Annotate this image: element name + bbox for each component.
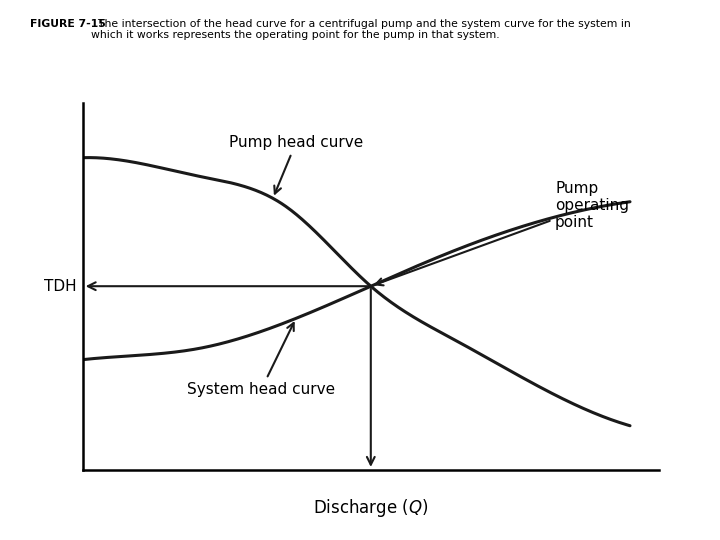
Text: TDH: TDH <box>45 279 77 294</box>
Text: Basic Environmental Technology, Sixth Edition
Jerry A. Nathanson | Richard A. Sc: Basic Environmental Technology, Sixth Ed… <box>140 499 335 519</box>
Text: Copyright © 2015 by Pearson Education, Inc
All Rights Reserved: Copyright © 2015 by Pearson Education, I… <box>418 499 605 519</box>
Text: Pump head curve: Pump head curve <box>229 136 363 194</box>
Text: Pump
operating
point: Pump operating point <box>376 180 629 285</box>
Text: FIGURE 7-15: FIGURE 7-15 <box>30 19 106 29</box>
Text: The intersection of the head curve for a centrifugal pump and the system curve f: The intersection of the head curve for a… <box>91 19 631 40</box>
Text: Discharge ($\mathit{Q}$): Discharge ($\mathit{Q}$) <box>313 497 428 519</box>
Text: System head curve: System head curve <box>187 323 336 397</box>
Text: PEARSON: PEARSON <box>659 509 720 524</box>
Text: ALWAYS LEARNING: ALWAYS LEARNING <box>1 511 111 521</box>
